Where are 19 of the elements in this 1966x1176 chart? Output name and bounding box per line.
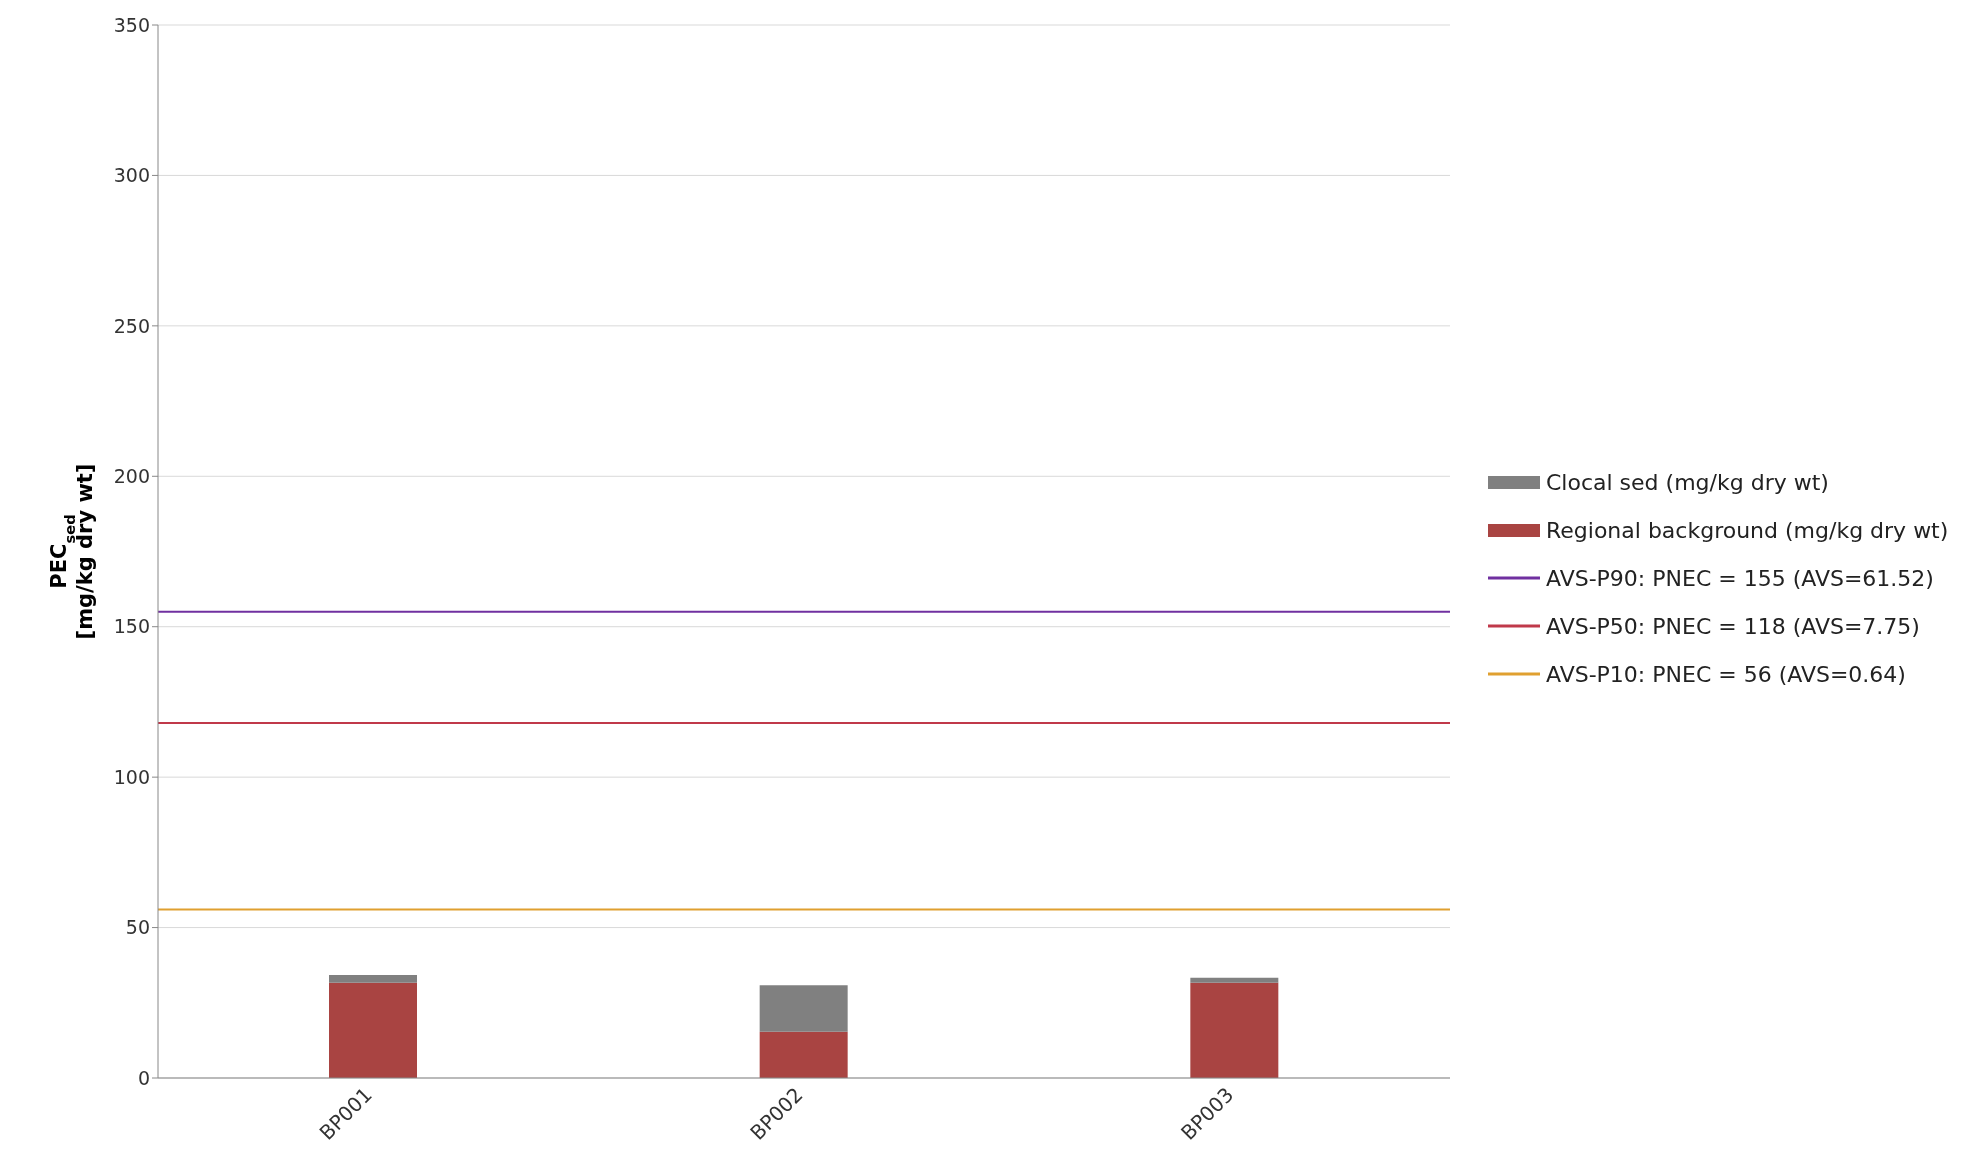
bar — [759, 985, 848, 1032]
bar — [329, 982, 417, 1078]
y-tick-label: 0 — [137, 1066, 150, 1089]
y-tick-label: 250 — [113, 314, 150, 337]
y-tick-label: 300 — [113, 164, 150, 187]
legend-label: Clocal sed (mg/kg dry wt) — [1546, 469, 1829, 495]
y-tick-label: 350 — [113, 13, 150, 36]
legend-label: AVS-P50: PNEC = 118 (AVS=7.75) — [1546, 613, 1920, 639]
y-tick-label: 200 — [113, 465, 150, 488]
legend-label: AVS-P10: PNEC = 56 (AVS=0.64) — [1546, 661, 1906, 687]
bar — [759, 1031, 848, 1078]
legend-label: AVS-P90: PNEC = 155 (AVS=61.52) — [1546, 565, 1934, 591]
legend-label: Regional background (mg/kg dry wt) — [1546, 517, 1949, 543]
y-tick-label: 150 — [113, 615, 150, 638]
y-tick-label: 100 — [113, 765, 150, 788]
bar — [329, 975, 417, 983]
y-tick-label: 50 — [125, 916, 150, 939]
bar — [1190, 982, 1279, 1078]
bar — [1190, 977, 1279, 983]
